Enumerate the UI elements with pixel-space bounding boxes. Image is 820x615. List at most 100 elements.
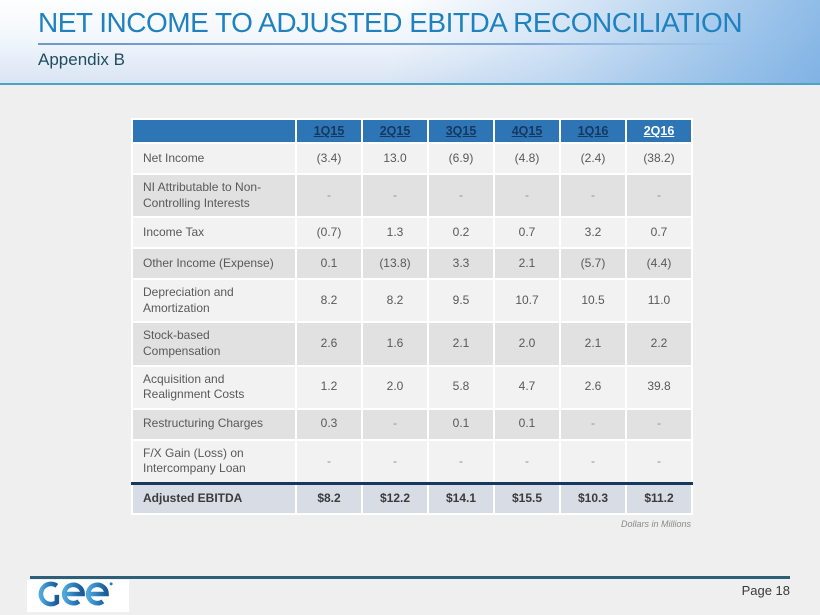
row-label: Stock-based Compensation [131, 321, 297, 367]
cell-value: 0.1 [295, 247, 363, 281]
table-row: Net Income (3.4) 13.0 (6.9) (4.8) (2.4) (38.2) [131, 142, 693, 175]
cell-value: 39.8 [625, 364, 693, 410]
company-logo [27, 580, 129, 612]
cell-value: 2.6 [559, 364, 627, 410]
cell-value: $10.3 [559, 481, 627, 516]
table-row: Other Income (Expense) 0.1 (13.8) 3.3 2.1 (5.… [131, 247, 693, 281]
page-number: Page 18 [741, 583, 790, 598]
cell-value: 0.1 [493, 407, 561, 441]
reconciliation-table: 1Q15 2Q15 3Q15 4Q15 1Q16 2Q16 Net Income (3.4)… [131, 118, 693, 516]
title-underline [38, 43, 742, 45]
cell-value: (13.8) [361, 247, 429, 281]
cell-value: 2.6 [295, 321, 363, 367]
units-footnote: Dollars in Millions [620, 519, 691, 530]
cell-value: 1.2 [295, 364, 363, 410]
row-label: Net Income [131, 142, 297, 175]
cell-value: - [361, 438, 429, 485]
cell-value: 11.0 [625, 278, 693, 324]
cell-value: 2.2 [625, 321, 693, 367]
cell-value: 2.0 [361, 364, 429, 410]
cell-value: $14.1 [427, 481, 495, 516]
cell-value: $11.2 [625, 481, 693, 516]
cell-value: 1.3 [361, 216, 429, 250]
column-header-2q16: 2Q16 [625, 118, 693, 144]
column-header-1q15: 1Q15 [295, 118, 363, 144]
cell-value: - [493, 172, 561, 219]
cell-value: 2.1 [559, 321, 627, 367]
cell-value: 0.7 [625, 216, 693, 250]
cell-value: 0.1 [427, 407, 495, 441]
cell-value: - [493, 438, 561, 485]
footer-divider [30, 576, 790, 579]
table-row: Income Tax (0.7) 1.3 0.2 0.7 3.2 0.7 [131, 216, 693, 250]
cell-value: 13.0 [361, 142, 429, 175]
cell-value: (5.7) [559, 247, 627, 281]
table-container: 1Q15 2Q15 3Q15 4Q15 1Q16 2Q16 Net Income (3.4)… [131, 118, 693, 529]
cell-value: - [361, 407, 429, 441]
cell-value: 10.5 [559, 278, 627, 324]
cell-value: - [625, 407, 693, 441]
cell-value: 10.7 [493, 278, 561, 324]
cell-value: 0.2 [427, 216, 495, 250]
slide-subtitle: Appendix B [38, 50, 125, 69]
row-label: F/X Gain (Loss) on Intercompany Loan [131, 438, 297, 485]
row-label: Other Income (Expense) [131, 247, 297, 281]
table-row: F/X Gain (Loss) on Intercompany Loan - - - -… [131, 438, 693, 485]
table-header-row: 1Q15 2Q15 3Q15 4Q15 1Q16 2Q16 [131, 118, 693, 144]
cell-value: $8.2 [295, 481, 363, 516]
cell-value: 3.2 [559, 216, 627, 250]
table-row: Depreciation and Amortization 8.2 8.2 9.5 10… [131, 278, 693, 324]
cell-value: - [559, 172, 627, 219]
slide-header: NET INCOME TO ADJUSTED EBITDA RECONCILIA… [0, 0, 820, 85]
cell-value: - [559, 407, 627, 441]
cell-value: (2.4) [559, 142, 627, 175]
cell-value: - [559, 438, 627, 485]
table-row: Restructuring Charges 0.3-0.1 0.1- - [131, 407, 693, 441]
row-label: Adjusted EBITDA [131, 481, 297, 516]
cell-value: 2.1 [493, 247, 561, 281]
cell-value: - [427, 438, 495, 485]
row-label: Acquisition and Realignment Costs [131, 364, 297, 410]
table-total-row: Adjusted EBITDA $8.2 $12.2 $14.1 $15.5 $10.3 $… [131, 481, 693, 516]
column-header-3q15: 3Q15 [427, 118, 495, 144]
row-label: NI Attributable to Non-Controlling Inter… [131, 172, 297, 219]
cell-value: - [361, 172, 429, 219]
slide-title: NET INCOME TO ADJUSTED EBITDA RECONCILIA… [38, 7, 743, 38]
cell-value: 4.7 [493, 364, 561, 410]
column-header-2q15: 2Q15 [361, 118, 429, 144]
cell-value: - [295, 172, 363, 219]
table-row: Acquisition and Realignment Costs 1.2 2.0 5… [131, 364, 693, 410]
cell-value: - [295, 438, 363, 485]
cell-value: $15.5 [493, 481, 561, 516]
row-label: Restructuring Charges [131, 407, 297, 441]
column-header-1q16: 1Q16 [559, 118, 627, 144]
table-row: NI Attributable to Non-Controlling Inter… [131, 172, 693, 219]
cell-value: 3.3 [427, 247, 495, 281]
cell-value: 2.0 [493, 321, 561, 367]
cell-value: 8.2 [361, 278, 429, 324]
row-label: Depreciation and Amortization [131, 278, 297, 324]
cell-value: (6.9) [427, 142, 495, 175]
column-header-4q15: 4Q15 [493, 118, 561, 144]
cell-value: 9.5 [427, 278, 495, 324]
cell-value: (4.8) [493, 142, 561, 175]
cell-value: - [427, 172, 495, 219]
cell-value: - [625, 438, 693, 485]
cell-value: $12.2 [361, 481, 429, 516]
cell-value: 0.7 [493, 216, 561, 250]
cell-value: 0.3 [295, 407, 363, 441]
cell-value: (4.4) [625, 247, 693, 281]
cell-value: (0.7) [295, 216, 363, 250]
row-label: Income Tax [131, 216, 297, 250]
gee-logo-icon [32, 580, 124, 613]
cell-value: - [625, 172, 693, 219]
cell-value: 1.6 [361, 321, 429, 367]
cell-value: 8.2 [295, 278, 363, 324]
cell-value: 5.8 [427, 364, 495, 410]
cell-value: (38.2) [625, 142, 693, 175]
cell-value: 2.1 [427, 321, 495, 367]
table-row: Stock-based Compensation 2.6 1.6 2.1 2.0 2.1 2… [131, 321, 693, 367]
cell-value: (3.4) [295, 142, 363, 175]
column-header-blank [131, 118, 297, 144]
